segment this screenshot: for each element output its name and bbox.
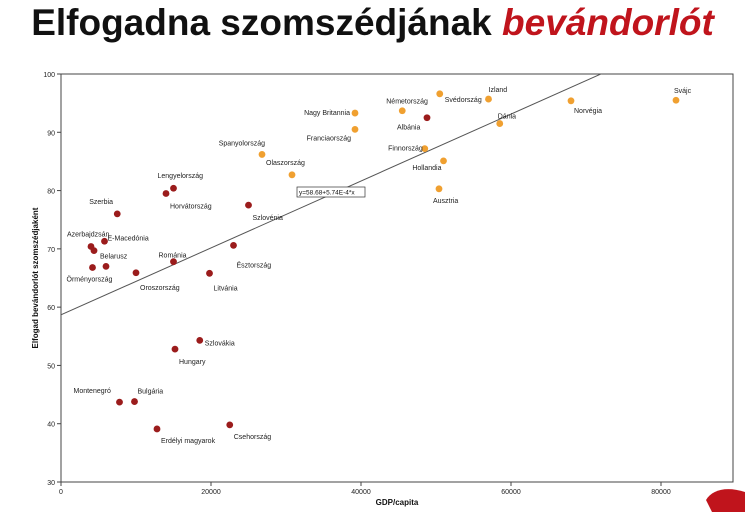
regression-label-box	[296, 186, 366, 198]
data-point	[435, 185, 443, 193]
data-point	[196, 336, 204, 344]
x-tick-label: 40000	[351, 489, 371, 496]
data-point	[101, 237, 108, 245]
y-tick-label: 70	[47, 247, 55, 254]
point-label: Szerbia	[89, 199, 113, 206]
y-tick-label: 40	[47, 422, 55, 429]
point-label: Azerbajdzsán	[67, 232, 110, 239]
data-point	[496, 120, 504, 127]
point-label: Albánia	[397, 125, 420, 132]
y-tick-label: 100	[43, 72, 55, 79]
data-point	[89, 264, 96, 271]
point-label: Észtország	[237, 260, 272, 269]
data-point	[485, 95, 492, 103]
point-label: Horvátország	[170, 203, 212, 210]
point-label: Norvégia	[574, 108, 602, 115]
data-point	[258, 151, 266, 158]
title-accent: bevándorlót	[502, 2, 714, 43]
y-tick-label: 60	[47, 305, 55, 312]
y-tick-label: 80	[47, 189, 55, 196]
data-point	[245, 201, 252, 209]
data-point	[398, 107, 406, 115]
point-label: Litvánia	[214, 285, 238, 292]
data-point	[351, 109, 359, 117]
data-point	[171, 345, 179, 353]
data-point	[162, 190, 170, 197]
point-label: Örményország	[67, 276, 113, 284]
slide-title: Elfogadna szomszédjának bevándorlót	[0, 0, 745, 50]
x-tick-label: 0	[59, 489, 63, 496]
data-point	[421, 145, 429, 153]
data-point	[288, 171, 296, 179]
point-label: Bulgária	[138, 389, 164, 396]
x-tick-label: 80000	[651, 489, 671, 496]
point-label: Csehország	[234, 434, 271, 441]
point-label: Izland	[489, 87, 508, 94]
point-label: E-Macedónia	[108, 235, 149, 242]
data-point	[440, 157, 447, 165]
point-label: Finnország	[388, 146, 423, 153]
point-label: Franciaország	[307, 135, 351, 142]
title-main: Elfogadna szomszédjának	[31, 2, 492, 43]
point-label: Olaszország	[266, 160, 305, 167]
data-point	[170, 184, 177, 192]
x-tick-label: 60000	[501, 489, 521, 496]
data-point	[226, 421, 234, 429]
point-label: Oroszország	[140, 285, 180, 292]
regression-line	[61, 74, 603, 316]
y-tick-label: 90	[47, 130, 55, 137]
point-label: Románia	[159, 253, 187, 260]
data-point	[206, 269, 213, 277]
point-label: Nagy Britannia	[304, 110, 350, 117]
plot-frame	[60, 73, 734, 483]
data-point	[116, 398, 123, 406]
point-label: Dánia	[498, 114, 516, 121]
point-label: Ausztria	[433, 198, 458, 205]
data-point	[230, 241, 237, 249]
point-label: Németország	[386, 99, 428, 106]
data-point	[90, 247, 98, 255]
regression-label: y=58.68+5.74E-4*x	[299, 190, 355, 197]
point-label: Hollandia	[412, 165, 441, 172]
point-label: Lengyelország	[158, 173, 204, 180]
x-tick-label: 20000	[201, 489, 221, 496]
data-point	[672, 96, 680, 104]
point-label: Spanyolország	[219, 140, 265, 147]
data-point	[153, 425, 161, 433]
point-label: Szlovénia	[253, 215, 283, 222]
data-point	[423, 114, 431, 122]
point-label: Hungary	[179, 359, 206, 366]
data-point	[132, 269, 140, 277]
point-label: Svájc	[674, 88, 692, 95]
point-label: Szlovákia	[205, 340, 235, 347]
point-label: Montenegró	[74, 388, 111, 395]
y-tick-label: 50	[47, 363, 55, 370]
x-axis-label: GDP/capita	[376, 498, 419, 507]
data-point	[131, 398, 138, 405]
y-axis-label: Elfogad bevándorlót szomszédjaként	[31, 207, 40, 348]
data-point	[351, 125, 359, 133]
y-tick-label: 30	[47, 480, 55, 487]
point-label: Belarusz	[100, 254, 128, 261]
data-point	[170, 258, 177, 266]
data-point	[113, 210, 121, 218]
point-label: Erdélyi magyarok	[161, 438, 216, 445]
data-point	[567, 97, 575, 105]
point-label: Svédország	[445, 97, 482, 104]
data-point	[436, 90, 444, 98]
data-point	[102, 262, 110, 270]
